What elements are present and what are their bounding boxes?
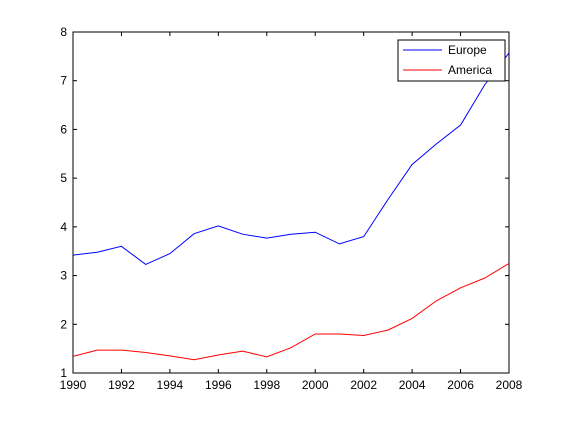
- x-tick-label: 2008: [496, 378, 523, 392]
- y-tick-label: 6: [60, 122, 67, 136]
- legend-label-america: America: [448, 63, 492, 77]
- x-tick-label: 2006: [447, 378, 474, 392]
- y-tick-label: 5: [60, 171, 67, 185]
- legend-label-europe: Europe: [448, 43, 487, 57]
- legend-box: [397, 39, 506, 82]
- legend: Europe America: [397, 39, 506, 82]
- y-tick-label: 3: [60, 269, 67, 283]
- x-tick-label: 1992: [108, 378, 135, 392]
- plot-area: [72, 31, 510, 374]
- y-tick-label: 2: [60, 317, 67, 331]
- x-tick-label: 2000: [302, 378, 329, 392]
- x-tick-label: 1996: [205, 378, 232, 392]
- x-tick-label: 2002: [350, 378, 377, 392]
- x-tick-label: 1998: [253, 378, 280, 392]
- x-tick-label: 2004: [399, 378, 426, 392]
- y-tick-label: 8: [60, 25, 67, 39]
- y-tick-label: 1: [60, 366, 67, 380]
- y-tick-label: 4: [60, 220, 67, 234]
- x-tick-label: 1990: [60, 378, 87, 392]
- axes: 1990 1992 1994 1996 1998 2000 2002 2004 2006 2008…: [60, 25, 523, 392]
- series-line-america: [72, 262, 510, 361]
- y-tick-label: 7: [60, 74, 67, 88]
- series-line-europe: [72, 52, 510, 265]
- x-tick-label: 1994: [157, 378, 184, 392]
- series-lines: [72, 52, 510, 361]
